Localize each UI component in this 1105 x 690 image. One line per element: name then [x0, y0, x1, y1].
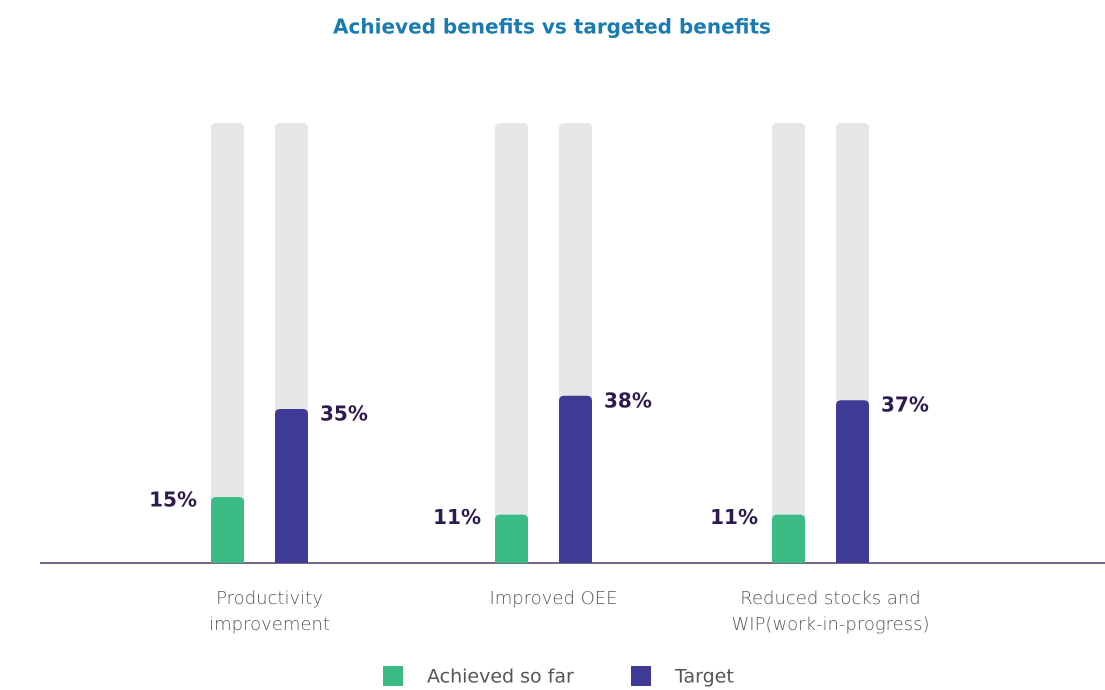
- bar: [772, 514, 805, 563]
- value-label: 15%: [149, 488, 197, 512]
- bar: [559, 395, 592, 563]
- value-label: 35%: [320, 402, 368, 426]
- legend-label: Achieved so far: [427, 666, 574, 688]
- legend-label: Target: [674, 666, 734, 688]
- legend-swatch: [383, 666, 403, 686]
- value-label: 37%: [881, 393, 929, 417]
- value-label: 11%: [433, 505, 481, 529]
- value-label: 11%: [710, 505, 758, 529]
- bar: [836, 400, 869, 563]
- x-tick-label: Productivity improvement: [209, 588, 330, 635]
- x-tick-label: Reduced stocks and WIP(work-in-progress): [731, 588, 930, 635]
- legend-swatch: [631, 666, 651, 686]
- value-label: 38%: [604, 388, 652, 412]
- bar: [495, 514, 528, 563]
- bar-track: [211, 123, 244, 563]
- bar: [211, 497, 244, 563]
- bar-track: [772, 123, 805, 563]
- bar: [275, 409, 308, 563]
- chart-title: Achieved benefits vs targeted benefits: [333, 15, 771, 39]
- bar-track: [495, 123, 528, 563]
- x-tick-label: Improved OEE: [489, 588, 618, 609]
